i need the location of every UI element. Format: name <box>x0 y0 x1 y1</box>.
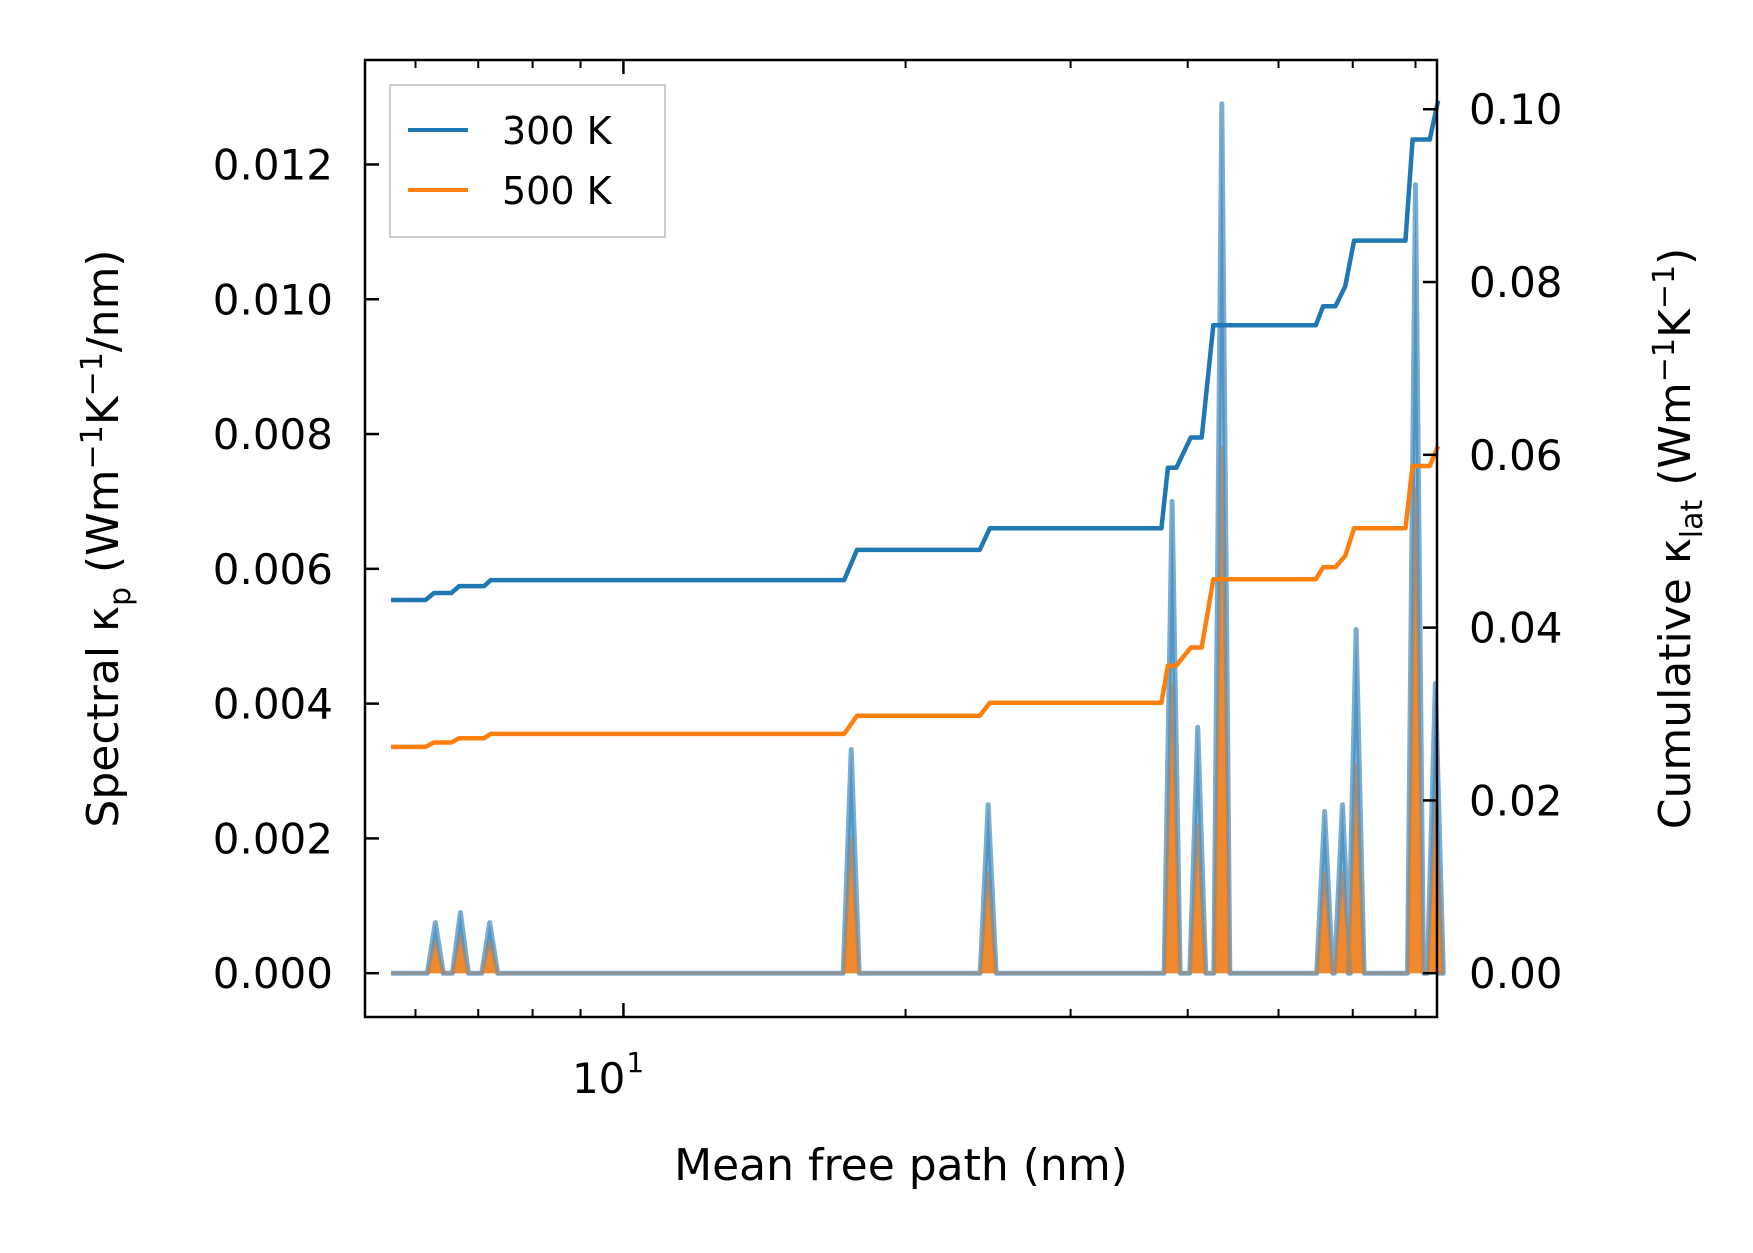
y-left-tick-label: 0.006 <box>213 545 333 594</box>
y-left-tick-label: 0.008 <box>213 410 333 459</box>
y-right-tick-label: 0.10 <box>1469 85 1563 134</box>
y-left-label-post: (Wm <box>78 469 129 587</box>
y-left-label-sub: p <box>103 587 138 606</box>
y-right-label-sup1: −1 <box>1647 338 1682 382</box>
spectral-series-layer <box>391 101 1446 976</box>
axis-ticks: 0.000 0.002 0.004 0.006 0.008 0.010 0.012 0.00 0… <box>213 60 1563 1017</box>
legend: 300 K 500 K <box>389 84 666 238</box>
x-tick-label-base: 10 <box>572 1054 625 1103</box>
y-right-label-sub: lat <box>1675 500 1710 539</box>
spectral-line-500k <box>391 446 1445 975</box>
y-axis-label-right: Cumulative κlat (Wm−1K−1) <box>1647 248 1710 830</box>
y-left-label-sup2: −1 <box>75 352 110 396</box>
y-axis-label-left: Spectral κp (Wm−1K−1/nm) <box>75 249 138 827</box>
cumulative-line-300k <box>391 100 1441 603</box>
y-left-tick-label: 0.000 <box>213 949 333 998</box>
y-right-tick-label: 0.02 <box>1469 776 1563 825</box>
y-right-label-sup2: −1 <box>1647 265 1682 309</box>
spectral-fill-500k <box>391 447 1444 974</box>
plot-frame <box>363 58 1439 1019</box>
y-right-label-post: (Wm <box>1650 382 1701 500</box>
y-left-label-end: /nm) <box>78 249 129 352</box>
y-right-tick-label: 0.04 <box>1469 604 1563 653</box>
x-tick-label-10: 10 1 <box>572 1046 644 1103</box>
legend-label-500k: 500 K <box>502 169 613 213</box>
x-tick-label-exponent: 1 <box>626 1046 644 1079</box>
y-right-tick-label: 0.00 <box>1469 949 1563 998</box>
y-left-tick-label: 0.002 <box>213 814 333 863</box>
y-left-label-pre: Spectral κ <box>78 606 129 828</box>
y-left-label-sup1: −1 <box>75 425 110 469</box>
y-right-label-mid: K <box>1650 308 1701 338</box>
y-right-tick-label: 0.08 <box>1469 258 1563 307</box>
legend-box <box>389 84 666 238</box>
cumulative-line-500k <box>391 445 1441 750</box>
y-left-tick-label: 0.010 <box>213 275 333 324</box>
y-left-label-mid: K <box>78 395 129 425</box>
x-axis-label: Mean free path (nm) <box>674 1140 1128 1191</box>
legend-label-300k: 300 K <box>502 109 613 153</box>
y-right-tick-label: 0.06 <box>1469 431 1563 480</box>
y-right-label-pre: Cumulative κ <box>1650 538 1701 829</box>
y-left-tick-label: 0.004 <box>213 680 333 729</box>
y-right-label-end: ) <box>1650 248 1701 265</box>
y-left-tick-label: 0.012 <box>213 140 333 189</box>
cumulative-series-layer <box>391 100 1441 750</box>
